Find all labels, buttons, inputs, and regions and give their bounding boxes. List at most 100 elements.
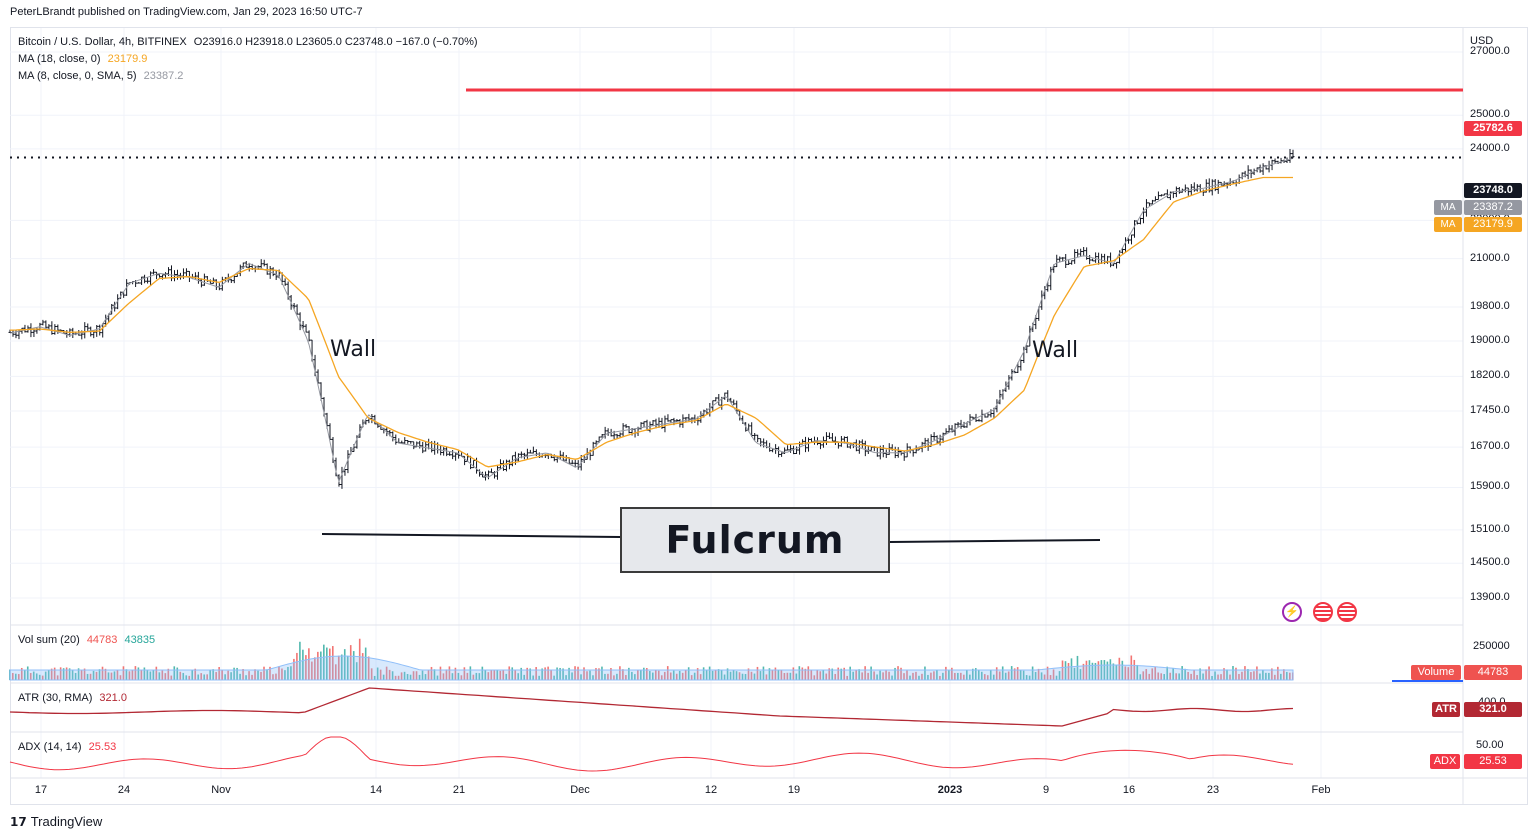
volume-bar bbox=[1028, 675, 1031, 680]
volume-bar bbox=[59, 667, 62, 680]
volume-bar bbox=[499, 670, 502, 680]
volume-bar bbox=[391, 671, 394, 680]
volume-bar bbox=[149, 671, 152, 680]
time-tick-label: 16 bbox=[1122, 784, 1136, 796]
us-flag-icon[interactable] bbox=[1313, 602, 1333, 622]
volume-bar bbox=[161, 670, 164, 680]
price-bar bbox=[495, 464, 499, 480]
volume-bar bbox=[708, 666, 711, 680]
volume-bar bbox=[711, 670, 714, 680]
price-bar bbox=[1082, 247, 1086, 257]
price-bar bbox=[406, 440, 410, 444]
volume-bar bbox=[520, 667, 523, 680]
volume-bar bbox=[125, 669, 128, 680]
volume-bar bbox=[1181, 666, 1183, 680]
volume-bar bbox=[684, 670, 687, 680]
volume-bar bbox=[1187, 671, 1189, 680]
price-bar bbox=[265, 263, 269, 275]
volume-bar bbox=[544, 667, 546, 680]
volume-bar bbox=[989, 670, 992, 680]
volume-bar bbox=[535, 667, 537, 680]
price-bar bbox=[143, 274, 147, 284]
price-bar bbox=[807, 437, 811, 452]
volume-bar bbox=[463, 667, 466, 680]
volume-bar bbox=[71, 669, 74, 680]
volume-bar bbox=[445, 669, 448, 680]
volume-bar bbox=[1139, 674, 1142, 680]
volume-bar bbox=[798, 666, 801, 680]
price-bar bbox=[881, 445, 885, 458]
atr-value: 321.0 bbox=[99, 692, 127, 704]
us-flag-icon-2[interactable] bbox=[1337, 602, 1357, 622]
atr-line bbox=[9, 687, 1294, 727]
volume-bar bbox=[553, 675, 555, 680]
volume-bar bbox=[974, 668, 977, 680]
volume-bar bbox=[897, 666, 899, 680]
volume-bar bbox=[562, 668, 564, 680]
volume-bar bbox=[649, 671, 651, 680]
price-bar bbox=[498, 459, 502, 469]
price-bar bbox=[1112, 263, 1116, 267]
footer-brand[interactable]: 𝟭𝟳 TradingView bbox=[10, 814, 102, 829]
lightning-icon[interactable]: ⚡ bbox=[1282, 602, 1302, 622]
volume-bar bbox=[1289, 672, 1291, 680]
volume-bar bbox=[1259, 673, 1261, 680]
price-bar bbox=[1195, 184, 1199, 192]
volume-bar bbox=[741, 673, 744, 680]
volume-bar bbox=[77, 668, 80, 680]
price-bar bbox=[857, 440, 861, 454]
price-tick-label: 25000.0 bbox=[1470, 108, 1510, 121]
price-bar bbox=[1240, 172, 1244, 180]
volume-bar bbox=[834, 673, 837, 680]
wall-left-label: Wall bbox=[330, 337, 377, 362]
volume-bar bbox=[699, 674, 702, 680]
price-bar bbox=[666, 414, 670, 422]
time-tick-label: Nov bbox=[211, 784, 231, 796]
volume-bar bbox=[1022, 670, 1025, 680]
time-tick-label: 17 bbox=[34, 784, 48, 796]
price-bar bbox=[558, 450, 562, 460]
volume-bar bbox=[1019, 670, 1022, 680]
price-bar bbox=[463, 455, 467, 466]
volume-bar bbox=[340, 654, 343, 680]
volume-bar bbox=[783, 673, 786, 680]
volume-bar bbox=[326, 647, 328, 680]
volume-bar bbox=[122, 666, 125, 680]
volume-bar bbox=[370, 668, 373, 680]
volume-bar bbox=[1286, 671, 1288, 680]
price-bar bbox=[442, 447, 446, 456]
price-bar bbox=[839, 436, 843, 447]
price-bar bbox=[786, 445, 790, 451]
volume-bar bbox=[660, 675, 663, 680]
volume-bar bbox=[717, 669, 720, 680]
volume-bar bbox=[50, 668, 53, 680]
volume-bar bbox=[714, 670, 717, 680]
legend-ma2: MA (8, close, 0, SMA, 5) 23387.2 bbox=[18, 70, 183, 82]
volume-bar bbox=[1226, 669, 1228, 680]
volume-badge-value: 44783 bbox=[1464, 665, 1522, 680]
volume-bar bbox=[1007, 671, 1010, 680]
price-bar bbox=[394, 434, 398, 445]
price-bar bbox=[615, 433, 619, 439]
volume-bar bbox=[478, 673, 481, 680]
volume-bar bbox=[1037, 668, 1040, 680]
price-bar bbox=[1168, 191, 1172, 201]
price-bar bbox=[424, 440, 428, 452]
volume-bar bbox=[466, 672, 469, 680]
fulcrum-line-left bbox=[321, 533, 621, 538]
price-bar bbox=[824, 432, 828, 445]
volume-bar bbox=[26, 666, 29, 680]
price-bar bbox=[409, 441, 413, 444]
volume-bar bbox=[305, 655, 307, 680]
volume-bar bbox=[343, 649, 346, 680]
volume-bar bbox=[678, 670, 681, 680]
volume-bar bbox=[532, 675, 534, 680]
price-bar bbox=[669, 419, 673, 423]
price-bar bbox=[457, 450, 461, 459]
price-bar bbox=[621, 423, 625, 437]
price-bar bbox=[47, 324, 51, 329]
volume-bar bbox=[849, 666, 851, 680]
volume-bar bbox=[260, 671, 262, 680]
time-tick-label: 9 bbox=[1042, 784, 1050, 796]
